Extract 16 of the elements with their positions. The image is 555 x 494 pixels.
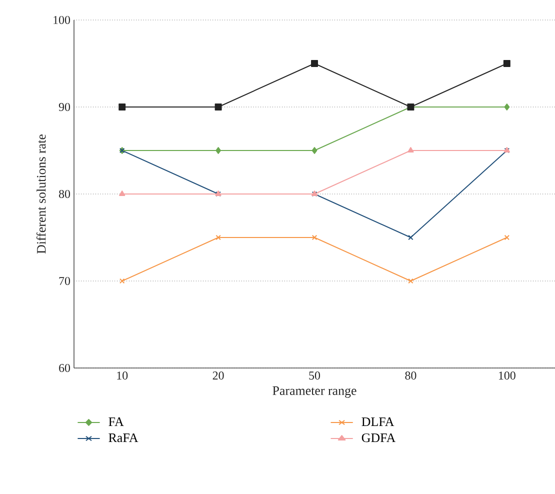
- x-tick-label: 80: [405, 372, 416, 380]
- x-axis-title: Parameter range: [272, 386, 356, 398]
- y-axis-title: Different solutions rate: [36, 134, 46, 254]
- legend-label: FA: [108, 417, 124, 426]
- y-tick-label: 70: [59, 276, 70, 286]
- x-tick-label: 20: [212, 372, 224, 380]
- y-tick-label: 100: [54, 16, 70, 24]
- x-tick-label: 100: [498, 372, 516, 380]
- y-tick-label: 80: [58, 190, 70, 198]
- x-tick-label: 10: [117, 372, 128, 380]
- legend-label: DLFA: [362, 417, 394, 426]
- y-tick-label: 90: [58, 102, 70, 112]
- y-tick-label: 60: [59, 364, 70, 372]
- legend-label: GDFA: [362, 433, 396, 442]
- x-tick-label: 50: [309, 372, 320, 380]
- legend-label: RaFA: [108, 433, 138, 442]
